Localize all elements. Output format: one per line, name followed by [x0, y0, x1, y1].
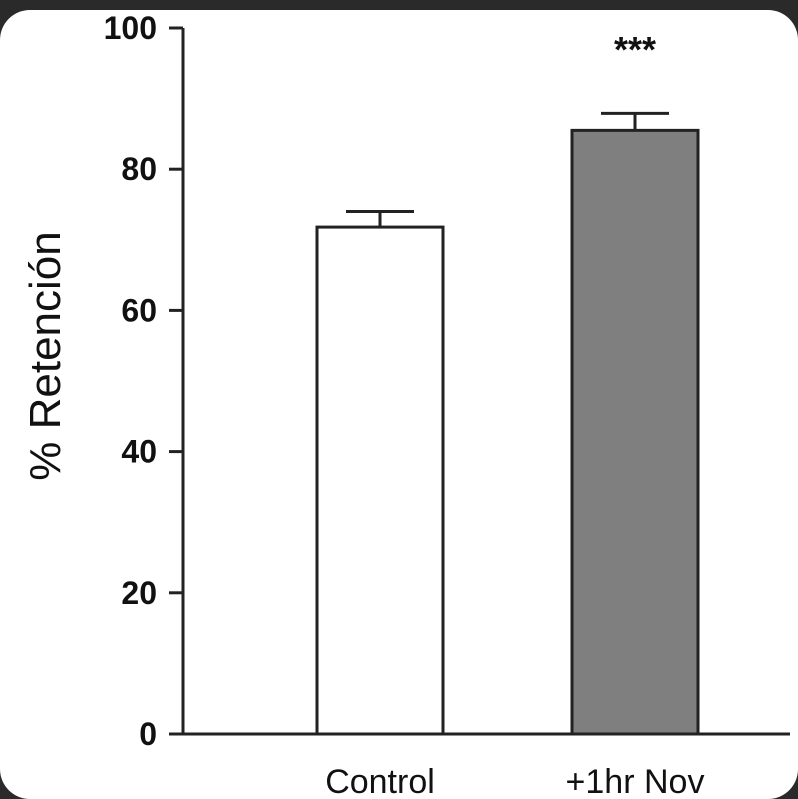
y-tick-label: 20	[121, 575, 157, 611]
bar-2	[570, 128, 700, 736]
y-tick-label: 80	[121, 151, 157, 187]
y-tick-label: 100	[104, 10, 157, 46]
significance-marker: ***	[614, 29, 656, 70]
y-tick-label: 0	[139, 716, 157, 752]
y-axis-label: % Retención	[21, 231, 70, 480]
bars: ***	[315, 29, 700, 736]
x-category-label: Control	[325, 763, 435, 799]
bar-1	[315, 225, 445, 736]
y-tick-label: 60	[121, 292, 157, 328]
axes: 0 20 40 60 80 100 Control +1hr Nov	[104, 10, 790, 799]
x-category-label: +1hr Nov	[566, 763, 705, 799]
y-tick-label: 40	[121, 434, 157, 470]
